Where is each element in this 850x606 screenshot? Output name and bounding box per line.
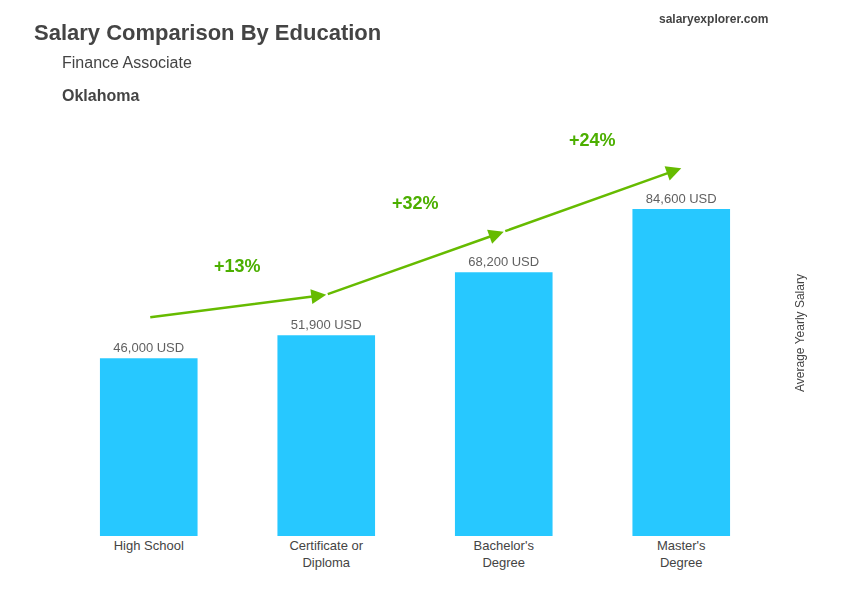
svg-text:46,000 USD: 46,000 USD — [113, 340, 184, 355]
svg-text:Oklahoma: Oklahoma — [62, 87, 139, 104]
svg-text:+32%: +32% — [392, 193, 439, 213]
svg-text:51,900 USD: 51,900 USD — [291, 317, 362, 332]
svg-text:salaryexplorer.com: salaryexplorer.com — [659, 12, 768, 26]
svg-text:High School: High School — [114, 538, 184, 553]
svg-text:Bachelor'sDegree: Bachelor'sDegree — [474, 538, 535, 570]
svg-text:+13%: +13% — [214, 256, 261, 276]
svg-text:84,600 USD: 84,600 USD — [646, 191, 717, 206]
svg-text:Master'sDegree: Master'sDegree — [657, 538, 706, 570]
svg-text:Average Yearly Salary: Average Yearly Salary — [793, 274, 807, 392]
svg-text:Certificate orDiploma: Certificate orDiploma — [289, 538, 363, 570]
svg-text:Finance Associate: Finance Associate — [62, 54, 192, 71]
svg-text:Salary Comparison By Education: Salary Comparison By Education — [34, 20, 381, 45]
svg-text:+24%: +24% — [569, 130, 616, 150]
svg-text:68,200 USD: 68,200 USD — [468, 254, 539, 269]
